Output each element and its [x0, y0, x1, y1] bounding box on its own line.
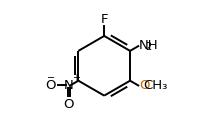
Text: 2: 2: [145, 42, 152, 52]
Text: +: +: [72, 73, 80, 83]
Text: −: −: [47, 73, 56, 83]
Text: O: O: [46, 79, 56, 92]
Text: CH₃: CH₃: [144, 79, 168, 92]
Text: O: O: [63, 98, 74, 111]
Text: F: F: [101, 13, 108, 26]
Text: N: N: [64, 79, 74, 92]
Text: NH: NH: [139, 39, 159, 52]
Text: O: O: [139, 79, 149, 92]
